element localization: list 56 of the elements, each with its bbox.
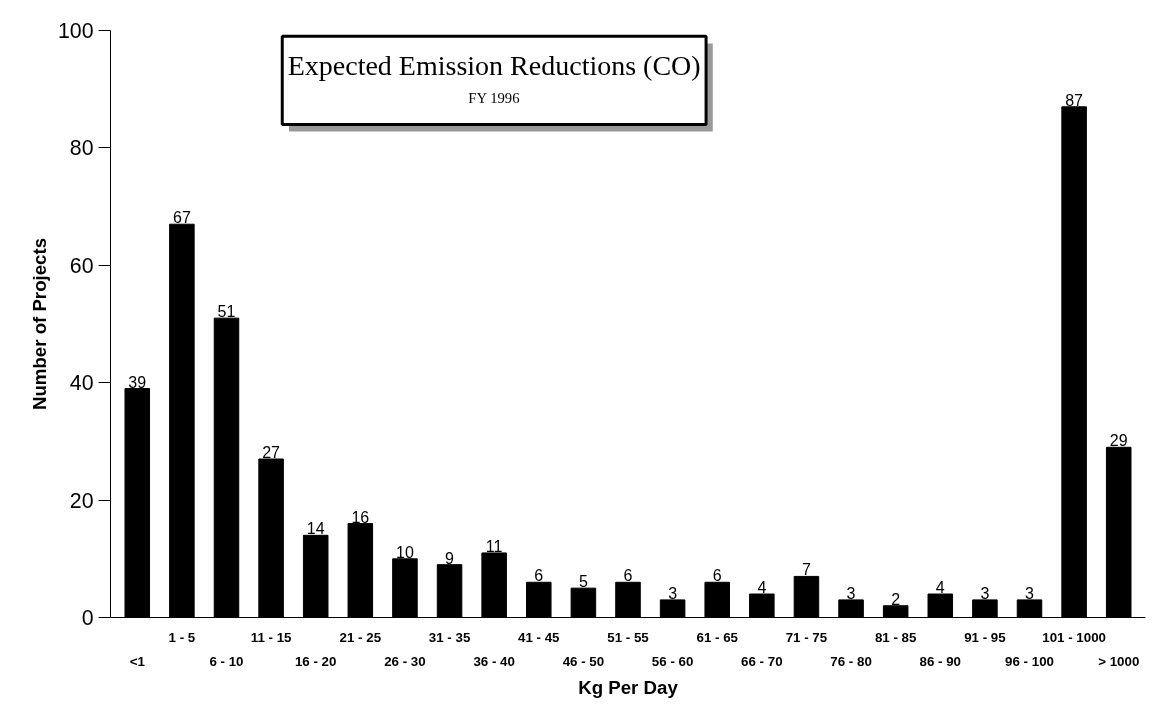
y-tick-label: 80	[69, 136, 94, 161]
x-tick-label: 26 - 30	[384, 653, 426, 669]
data-label: 6	[534, 567, 544, 585]
x-tick-label: 81 - 85	[874, 629, 918, 645]
data-label: 51	[217, 303, 236, 321]
x-tick-label: 36 - 40	[473, 653, 515, 669]
x-tick-label: 51 - 55	[607, 629, 650, 645]
text: Expected Emission Reductions (CO)	[287, 50, 701, 82]
data-label: 2	[891, 590, 901, 608]
data-label: 10	[396, 543, 414, 561]
data-label: 9	[445, 549, 455, 567]
data-label: 87	[1065, 91, 1084, 109]
data-label: 3	[668, 584, 678, 602]
data-label: 16	[351, 508, 370, 526]
x-tick-label: 1 - 5	[168, 629, 196, 645]
y-tick-label: 60	[69, 253, 94, 278]
y-tick-label: 100	[57, 19, 94, 43]
data-label: 14	[306, 520, 325, 538]
data-label: 6	[712, 567, 722, 585]
x-tick-label: 101 - 1000	[1042, 629, 1106, 645]
x-tick-label: 6 - 10	[209, 653, 244, 669]
y-tick-label: 20	[69, 488, 94, 513]
y-tick-label: 0	[81, 606, 94, 630]
x-tick-label: 16 - 20	[294, 653, 337, 669]
x-tick-label: 91 - 95	[964, 629, 1007, 645]
data-label: 39	[128, 373, 147, 391]
x-tick-label: 66 - 70	[741, 653, 783, 669]
x-tick-label: 71 - 75	[785, 629, 828, 645]
data-label: 4	[935, 579, 945, 597]
data-label: 3	[1025, 584, 1035, 602]
data-label: 3	[980, 584, 990, 602]
text: FY 1996	[468, 90, 520, 106]
x-tick-label: 21 - 25	[339, 629, 382, 645]
y-tick-label: 40	[69, 371, 94, 396]
data-label: 4	[757, 579, 767, 597]
x-tick-label: 86 - 90	[919, 653, 962, 669]
x-tick-label: <1	[129, 653, 146, 669]
x-axis-title: Kg Per Day	[578, 676, 679, 698]
data-label: 7	[802, 561, 811, 579]
data-label: 29	[1109, 432, 1128, 450]
x-tick-label: 56 - 60	[651, 653, 694, 669]
x-tick-label: 31 - 35	[428, 629, 471, 645]
data-label: 67	[172, 209, 191, 227]
data-label: 6	[623, 567, 633, 585]
data-label: 3	[846, 584, 856, 602]
x-tick-label: > 1000	[1098, 653, 1140, 669]
x-tick-label: 46 - 50	[562, 653, 605, 669]
data-label: 27	[262, 444, 281, 462]
data-label: 5	[578, 573, 588, 591]
x-tick-label: 96 - 100	[1005, 653, 1054, 669]
data-label: 11	[485, 537, 503, 555]
x-tick-label: 41 - 45	[518, 629, 561, 645]
y-axis-title: Number of Projects	[28, 237, 50, 411]
x-tick-label: 11 - 15	[250, 629, 293, 645]
x-tick-label: 61 - 65	[696, 629, 739, 645]
x-tick-label: 76 - 80	[830, 653, 872, 669]
